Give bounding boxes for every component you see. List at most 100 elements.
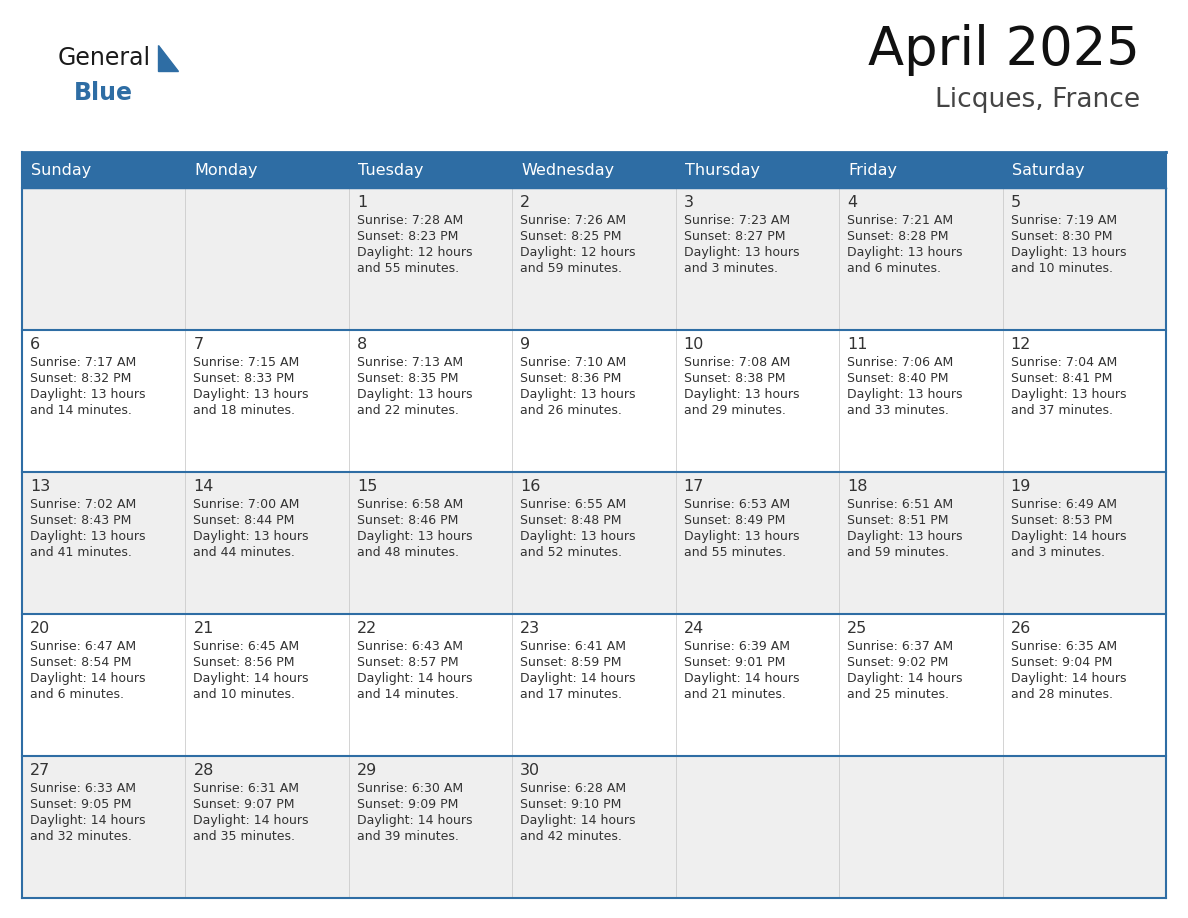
Text: and 39 minutes.: and 39 minutes. xyxy=(356,830,459,843)
Text: 1: 1 xyxy=(356,195,367,210)
Text: Sunrise: 7:23 AM: Sunrise: 7:23 AM xyxy=(684,214,790,227)
Text: Licques, France: Licques, France xyxy=(935,87,1140,113)
Text: Thursday: Thursday xyxy=(684,162,759,177)
Bar xyxy=(1003,152,1165,188)
Text: 11: 11 xyxy=(847,337,867,352)
Bar xyxy=(23,330,1165,472)
Text: Sunset: 9:04 PM: Sunset: 9:04 PM xyxy=(1011,656,1112,669)
Text: Sunset: 8:41 PM: Sunset: 8:41 PM xyxy=(1011,372,1112,385)
Text: and 14 minutes.: and 14 minutes. xyxy=(30,404,132,417)
Text: 27: 27 xyxy=(30,763,50,778)
Text: Sunset: 8:28 PM: Sunset: 8:28 PM xyxy=(847,230,949,243)
Text: and 22 minutes.: and 22 minutes. xyxy=(356,404,459,417)
Text: Sunrise: 6:58 AM: Sunrise: 6:58 AM xyxy=(356,498,463,511)
Text: Daylight: 13 hours: Daylight: 13 hours xyxy=(684,246,800,259)
Text: and 59 minutes.: and 59 minutes. xyxy=(847,546,949,559)
Text: Sunrise: 6:33 AM: Sunrise: 6:33 AM xyxy=(30,782,135,795)
Text: Sunrise: 7:26 AM: Sunrise: 7:26 AM xyxy=(520,214,626,227)
Text: Sunrise: 6:30 AM: Sunrise: 6:30 AM xyxy=(356,782,463,795)
Text: Sunset: 8:59 PM: Sunset: 8:59 PM xyxy=(520,656,621,669)
Text: Friday: Friday xyxy=(848,162,897,177)
Bar xyxy=(676,152,839,188)
Text: Daylight: 14 hours: Daylight: 14 hours xyxy=(356,672,473,685)
Text: Daylight: 13 hours: Daylight: 13 hours xyxy=(520,388,636,401)
Text: 15: 15 xyxy=(356,479,378,494)
Text: Sunset: 8:38 PM: Sunset: 8:38 PM xyxy=(684,372,785,385)
Text: Daylight: 14 hours: Daylight: 14 hours xyxy=(194,814,309,827)
Text: 2: 2 xyxy=(520,195,530,210)
Text: Sunrise: 6:39 AM: Sunrise: 6:39 AM xyxy=(684,640,790,653)
Text: 19: 19 xyxy=(1011,479,1031,494)
Text: Sunrise: 7:04 AM: Sunrise: 7:04 AM xyxy=(1011,356,1117,369)
Text: and 10 minutes.: and 10 minutes. xyxy=(194,688,296,701)
Text: Daylight: 14 hours: Daylight: 14 hours xyxy=(1011,672,1126,685)
Text: Sunrise: 7:17 AM: Sunrise: 7:17 AM xyxy=(30,356,137,369)
Text: Sunrise: 6:53 AM: Sunrise: 6:53 AM xyxy=(684,498,790,511)
Text: and 37 minutes.: and 37 minutes. xyxy=(1011,404,1113,417)
Text: Sunrise: 6:43 AM: Sunrise: 6:43 AM xyxy=(356,640,463,653)
Text: and 55 minutes.: and 55 minutes. xyxy=(684,546,785,559)
Text: Sunset: 8:23 PM: Sunset: 8:23 PM xyxy=(356,230,459,243)
Text: Daylight: 13 hours: Daylight: 13 hours xyxy=(194,388,309,401)
Text: Daylight: 13 hours: Daylight: 13 hours xyxy=(520,530,636,543)
Text: Daylight: 13 hours: Daylight: 13 hours xyxy=(847,388,962,401)
Text: Sunrise: 6:31 AM: Sunrise: 6:31 AM xyxy=(194,782,299,795)
Text: Sunset: 8:33 PM: Sunset: 8:33 PM xyxy=(194,372,295,385)
Text: Sunrise: 6:37 AM: Sunrise: 6:37 AM xyxy=(847,640,953,653)
Text: Sunrise: 6:28 AM: Sunrise: 6:28 AM xyxy=(520,782,626,795)
Text: Sunset: 9:01 PM: Sunset: 9:01 PM xyxy=(684,656,785,669)
Text: Sunset: 9:09 PM: Sunset: 9:09 PM xyxy=(356,798,459,811)
Text: and 35 minutes.: and 35 minutes. xyxy=(194,830,296,843)
Text: Sunrise: 6:35 AM: Sunrise: 6:35 AM xyxy=(1011,640,1117,653)
Text: Sunset: 8:46 PM: Sunset: 8:46 PM xyxy=(356,514,459,527)
Text: Saturday: Saturday xyxy=(1011,162,1085,177)
Text: 6: 6 xyxy=(30,337,40,352)
Text: Sunset: 8:43 PM: Sunset: 8:43 PM xyxy=(30,514,132,527)
Text: Wednesday: Wednesday xyxy=(522,162,614,177)
Bar xyxy=(23,614,1165,756)
Text: 7: 7 xyxy=(194,337,203,352)
Text: 9: 9 xyxy=(520,337,530,352)
Text: Sunset: 8:57 PM: Sunset: 8:57 PM xyxy=(356,656,459,669)
Text: 4: 4 xyxy=(847,195,858,210)
Text: Sunset: 8:25 PM: Sunset: 8:25 PM xyxy=(520,230,621,243)
Text: and 14 minutes.: and 14 minutes. xyxy=(356,688,459,701)
Text: Sunday: Sunday xyxy=(31,162,91,177)
Text: 16: 16 xyxy=(520,479,541,494)
Text: and 6 minutes.: and 6 minutes. xyxy=(847,262,941,275)
Text: Sunset: 8:44 PM: Sunset: 8:44 PM xyxy=(194,514,295,527)
Text: Sunrise: 6:49 AM: Sunrise: 6:49 AM xyxy=(1011,498,1117,511)
Text: Sunset: 9:02 PM: Sunset: 9:02 PM xyxy=(847,656,948,669)
Text: Daylight: 14 hours: Daylight: 14 hours xyxy=(30,672,145,685)
Text: Sunrise: 6:47 AM: Sunrise: 6:47 AM xyxy=(30,640,137,653)
Text: Daylight: 13 hours: Daylight: 13 hours xyxy=(684,388,800,401)
Text: 21: 21 xyxy=(194,621,214,636)
Text: and 10 minutes.: and 10 minutes. xyxy=(1011,262,1113,275)
Polygon shape xyxy=(158,45,178,71)
Text: Sunset: 8:49 PM: Sunset: 8:49 PM xyxy=(684,514,785,527)
Text: General: General xyxy=(58,46,151,70)
Text: Sunrise: 7:13 AM: Sunrise: 7:13 AM xyxy=(356,356,463,369)
Text: and 33 minutes.: and 33 minutes. xyxy=(847,404,949,417)
Text: and 3 minutes.: and 3 minutes. xyxy=(684,262,778,275)
Text: and 25 minutes.: and 25 minutes. xyxy=(847,688,949,701)
Text: 25: 25 xyxy=(847,621,867,636)
Text: Daylight: 12 hours: Daylight: 12 hours xyxy=(520,246,636,259)
Text: Daylight: 14 hours: Daylight: 14 hours xyxy=(194,672,309,685)
Text: Sunset: 8:40 PM: Sunset: 8:40 PM xyxy=(847,372,949,385)
Text: Daylight: 13 hours: Daylight: 13 hours xyxy=(356,530,473,543)
Text: Sunset: 8:48 PM: Sunset: 8:48 PM xyxy=(520,514,621,527)
Text: Daylight: 14 hours: Daylight: 14 hours xyxy=(520,814,636,827)
Text: Daylight: 14 hours: Daylight: 14 hours xyxy=(684,672,800,685)
Text: Sunset: 8:56 PM: Sunset: 8:56 PM xyxy=(194,656,295,669)
Text: 8: 8 xyxy=(356,337,367,352)
Text: Daylight: 14 hours: Daylight: 14 hours xyxy=(1011,530,1126,543)
Text: 14: 14 xyxy=(194,479,214,494)
Text: and 44 minutes.: and 44 minutes. xyxy=(194,546,296,559)
Text: Sunrise: 6:45 AM: Sunrise: 6:45 AM xyxy=(194,640,299,653)
Text: 29: 29 xyxy=(356,763,377,778)
Text: 23: 23 xyxy=(520,621,541,636)
Text: Daylight: 13 hours: Daylight: 13 hours xyxy=(30,530,145,543)
Text: Daylight: 14 hours: Daylight: 14 hours xyxy=(356,814,473,827)
Bar xyxy=(23,756,1165,898)
